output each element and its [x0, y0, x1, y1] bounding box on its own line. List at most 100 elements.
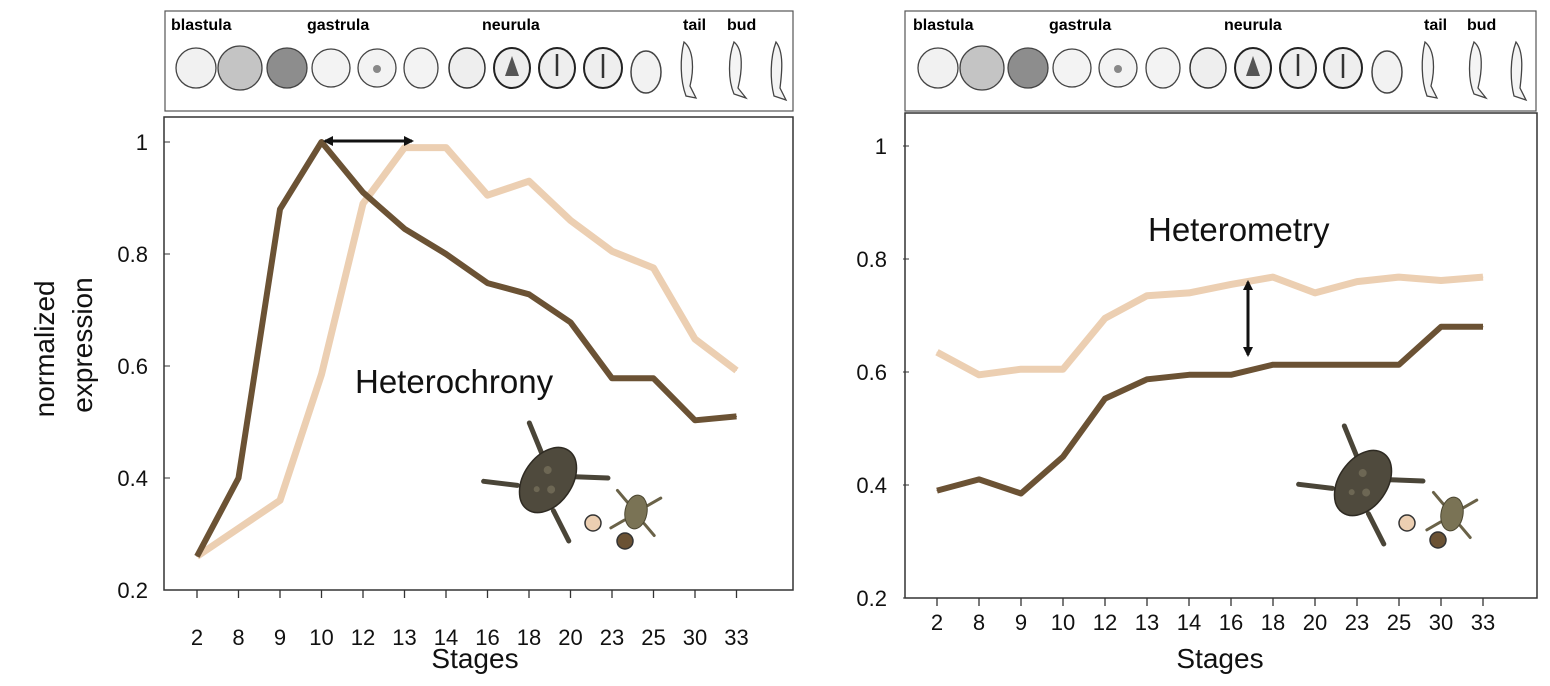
- y-tick-label: 0.8: [117, 242, 148, 267]
- x-tick-label: 13: [392, 625, 416, 650]
- small-frog-body: [624, 494, 648, 530]
- x-tick-label: 25: [1387, 610, 1411, 635]
- y-tick-label: 1: [136, 130, 148, 155]
- large-frog-spot: [1358, 469, 1367, 478]
- dark-series-point: [936, 490, 938, 492]
- embryo-drawing: [959, 45, 1005, 91]
- y-axis-title-line-2: expression: [67, 277, 98, 412]
- dark-series-point: [1188, 374, 1190, 376]
- x-tick-label: 33: [724, 625, 748, 650]
- large-frog-limb: [481, 420, 611, 544]
- light-series-point: [487, 194, 488, 196]
- x-tick-label: 9: [1015, 610, 1027, 635]
- left-panel: blastula gastrula neurula tail bud: [117, 10, 794, 674]
- embryo-drawing: [448, 47, 486, 89]
- embryo-drawing: [373, 65, 381, 73]
- left-frog-illustration: [481, 420, 663, 550]
- x-tick-label: 2: [931, 610, 943, 635]
- light-series-marker: [1398, 514, 1416, 532]
- dark-series-point: [736, 415, 737, 417]
- x-tick-label: 25: [641, 625, 665, 650]
- x-axis-title: Stages: [1176, 643, 1263, 674]
- left-stage-label-blastula: blastula: [171, 17, 232, 34]
- small-frog-icon: [1425, 490, 1479, 540]
- dark-series-point: [362, 191, 364, 193]
- dark-series-point: [279, 208, 281, 210]
- embryo-drawing: [175, 47, 217, 89]
- large-frog-body: [1333, 449, 1393, 517]
- x-tick-label: 30: [683, 625, 707, 650]
- embryo-drawing: [1510, 40, 1528, 102]
- x-tick-label: 16: [1219, 610, 1243, 635]
- light-series-point: [238, 527, 239, 529]
- right-frog-illustration: [1296, 423, 1479, 549]
- dark-series-point: [1146, 378, 1148, 380]
- light-series-point: [611, 250, 613, 252]
- right-plot-frame: [904, 112, 1538, 599]
- y-tick-label: 0.2: [856, 586, 887, 611]
- x-tick-label: 18: [1261, 610, 1285, 635]
- dark-series-point: [1272, 364, 1274, 366]
- x-tick-label: 12: [1093, 610, 1117, 635]
- y-tick-label: 0.6: [856, 360, 887, 385]
- light-series-point: [1104, 317, 1106, 319]
- dark-series-point: [1314, 364, 1316, 366]
- x-tick-label: 8: [232, 625, 244, 650]
- right-stage-label-tail: tail: [1424, 17, 1447, 34]
- light-series-point: [279, 499, 281, 501]
- right-embryo-drawings: [917, 40, 1528, 102]
- dark-series-point: [321, 141, 322, 143]
- embryo-drawing: [1468, 40, 1488, 100]
- right-annotation: Heterometry: [1148, 211, 1330, 248]
- light-series-line: [195, 144, 739, 560]
- dark-series-point: [1020, 493, 1022, 494]
- dark-series-point: [978, 478, 980, 480]
- x-tick-label: 13: [1135, 610, 1159, 635]
- light-series-point: [362, 203, 364, 205]
- small-frog-limb: [1425, 490, 1479, 540]
- y-tick-label: 0.8: [856, 247, 887, 272]
- x-tick-label: 14: [434, 625, 458, 650]
- light-series-point: [1398, 276, 1400, 278]
- dark-series-point: [1398, 364, 1400, 366]
- small-frog-icon: [609, 488, 663, 538]
- light-series-point: [936, 351, 938, 353]
- light-series-point: [321, 373, 322, 375]
- dark-series-point: [528, 293, 530, 295]
- dark-series-point: [196, 555, 198, 557]
- embryo-drawing: [1145, 47, 1181, 89]
- dark-series-point: [1062, 456, 1064, 458]
- light-series-point: [1062, 368, 1064, 370]
- embryo-drawing: [1052, 48, 1092, 88]
- left-stage-label-neurula: neurula: [482, 17, 540, 34]
- x-tick-label: 30: [1429, 610, 1453, 635]
- dark-series-point: [487, 282, 488, 284]
- x-tick-label: 9: [274, 625, 286, 650]
- y-tick-label: 1: [875, 134, 887, 159]
- x-tick-label: 18: [517, 625, 541, 650]
- x-tick-label: 10: [1051, 610, 1075, 635]
- large-frog-spot: [547, 485, 556, 494]
- large-frog-spot: [543, 466, 552, 475]
- embryo-drawing: [403, 47, 439, 89]
- left-annotation: Heterochrony: [355, 363, 554, 400]
- right-axes: 0.20.40.60.812 8 9 10 12 13 14 16 18 20 23 25 30 33St…: [856, 134, 1495, 674]
- embryo-drawing: [505, 56, 519, 76]
- x-tick-label: 20: [558, 625, 582, 650]
- embryo-drawing: [266, 47, 308, 89]
- light-series-point: [1230, 283, 1232, 285]
- embryo-drawing: [1189, 47, 1227, 89]
- light-series-point: [1314, 292, 1316, 294]
- x-tick-label: 23: [1345, 610, 1369, 635]
- dark-series-point: [1104, 398, 1106, 400]
- embryo-drawing: [1007, 47, 1049, 89]
- x-tick-label: 10: [309, 625, 333, 650]
- x-tick-label: 33: [1471, 610, 1495, 635]
- large-frog-icon: [1296, 423, 1426, 547]
- y-tick-label: 0.6: [117, 354, 148, 379]
- embryo-drawing: [630, 50, 662, 94]
- light-series-point: [978, 374, 980, 376]
- left-stage-label-tail: tail: [683, 17, 706, 34]
- dark-series-point: [1440, 326, 1442, 328]
